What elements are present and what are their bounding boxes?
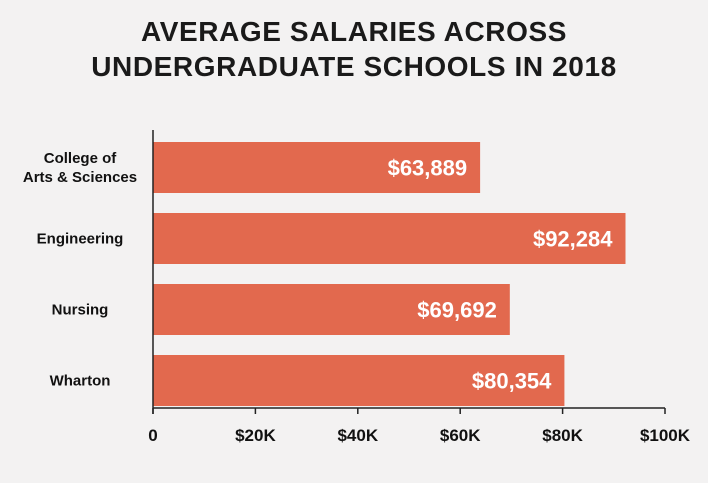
data-label-0: $63,889 <box>388 156 468 181</box>
bar-1 <box>153 213 626 264</box>
x-tick-label-2: $40K <box>337 426 378 445</box>
chart-title-line-2: UNDERGRADUATE SCHOOLS IN 2018 <box>91 51 617 82</box>
data-label-3: $80,354 <box>472 369 552 394</box>
x-tick-label-4: $80K <box>542 426 583 445</box>
x-tick-label-0: 0 <box>148 426 157 445</box>
data-label-1: $92,284 <box>533 227 613 252</box>
data-label-2: $69,692 <box>417 298 497 323</box>
bar-0 <box>153 142 481 193</box>
chart-title: AVERAGE SALARIES ACROSS UNDERGRADUATE SC… <box>0 14 708 84</box>
category-label-2: Nursing <box>52 302 109 319</box>
x-tick-label-5: $100K <box>640 426 691 445</box>
x-tick-label-3: $60K <box>440 426 481 445</box>
x-tick-label-1: $20K <box>235 426 276 445</box>
category-label-1: Engineering <box>37 231 124 248</box>
chart-title-line-1: AVERAGE SALARIES ACROSS <box>140 16 568 47</box>
category-label-0-line-0: College of <box>44 150 118 167</box>
bar-3 <box>153 355 565 406</box>
category-label-3: Wharton <box>50 373 111 390</box>
category-label-0-line-1: Arts & Sciences <box>23 169 137 186</box>
bar-2 <box>153 284 510 335</box>
